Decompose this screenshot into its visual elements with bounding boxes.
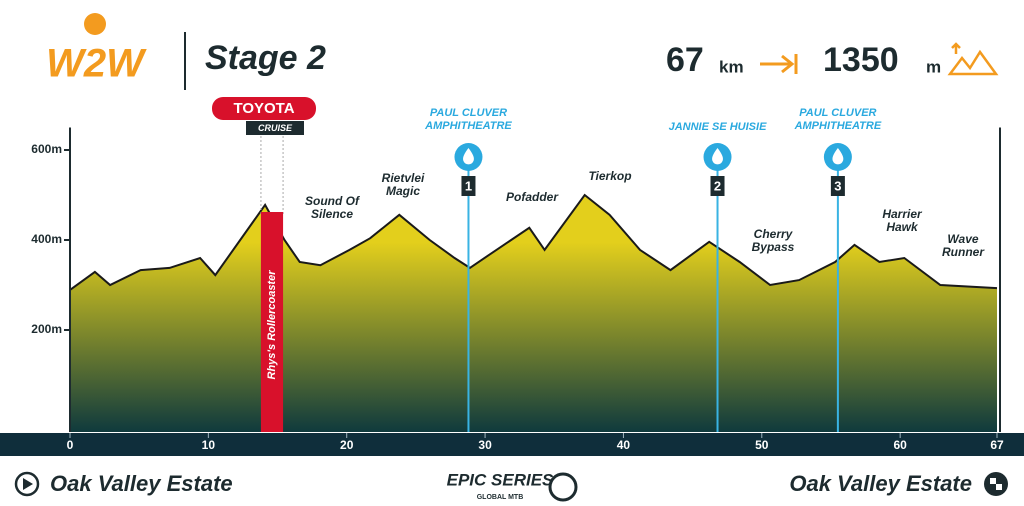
- y-tick-label: 200m: [31, 322, 62, 336]
- sponsor-sub-badge: [246, 121, 304, 135]
- climbing-unit: m: [926, 57, 941, 76]
- segment-name: Rhys's Rollercoaster: [266, 270, 278, 380]
- x-axis-band: [0, 433, 1024, 456]
- x-tick-label: 0: [67, 438, 74, 452]
- water-number-box: [710, 176, 725, 196]
- sponsor-name: TOYOTA: [233, 100, 294, 117]
- segment-label: Pofadder: [505, 190, 558, 204]
- elevation-area: [70, 195, 997, 432]
- water-number: 3: [834, 178, 841, 193]
- segment-label: Cherry Bypass: [751, 227, 795, 254]
- water-number: 2: [714, 178, 721, 193]
- series-gear: [548, 472, 578, 502]
- sponsor-sub: CRUISE: [258, 123, 293, 133]
- segment-label: Rietvlei Magic: [381, 171, 425, 198]
- x-tick-label: 50: [755, 438, 769, 452]
- x-tick-label: 10: [202, 438, 216, 452]
- segment-label: Harrier Hawk: [882, 207, 922, 234]
- sponsor-badge: [212, 97, 316, 120]
- distance-unit: km: [719, 57, 744, 76]
- chart-title: Stage 2: [205, 39, 326, 77]
- finish-icon: [990, 478, 1002, 490]
- water-label: PAUL CLUVER AMPHITHEATRE: [425, 107, 512, 132]
- distance-icon: [760, 54, 798, 74]
- segment-bar: [260, 212, 284, 432]
- distance-value: 67: [666, 41, 704, 79]
- climbing-value: 1350: [823, 41, 899, 79]
- water-label: JANNIE SE HUISIE: [668, 121, 767, 133]
- water-number-box: [830, 176, 845, 196]
- logo-badge: [84, 13, 106, 35]
- water-number-box: [461, 176, 476, 196]
- segment-label: Wave Runner: [942, 232, 984, 259]
- finish-icon: [984, 472, 1008, 496]
- x-tick-label: 30: [478, 438, 492, 452]
- elevation-line: [69, 193, 998, 291]
- logo: W2W: [46, 42, 147, 86]
- x-tick-label: 20: [340, 438, 354, 452]
- water-number: 1: [465, 178, 472, 193]
- water-label: PAUL CLUVER AMPHITHEATRE: [794, 107, 882, 132]
- series-logo: EPIC SERIES: [447, 470, 554, 489]
- y-tick-label: 400m: [31, 232, 62, 246]
- start-label: Oak Valley Estate: [50, 471, 233, 496]
- x-tick-label: 67: [990, 438, 1004, 452]
- x-tick-label: 60: [893, 438, 907, 452]
- segment-label: Sound Of Silence: [305, 194, 359, 221]
- start-icon: [23, 478, 33, 490]
- water-drop: [712, 148, 723, 165]
- finish-label: Oak Valley Estate: [789, 471, 972, 496]
- x-tick-label: 40: [617, 438, 631, 452]
- segment-label: Tierkop: [588, 169, 632, 183]
- water-drop: [832, 148, 844, 165]
- start-icon: [14, 471, 40, 497]
- y-tick-label: 600m: [31, 142, 62, 156]
- water-drop: [463, 148, 474, 165]
- climbing-icon: [947, 42, 999, 76]
- series-sub: GLOBAL MTB: [477, 494, 524, 501]
